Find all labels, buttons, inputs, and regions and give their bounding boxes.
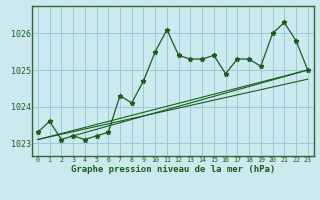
X-axis label: Graphe pression niveau de la mer (hPa): Graphe pression niveau de la mer (hPa)	[71, 165, 275, 174]
